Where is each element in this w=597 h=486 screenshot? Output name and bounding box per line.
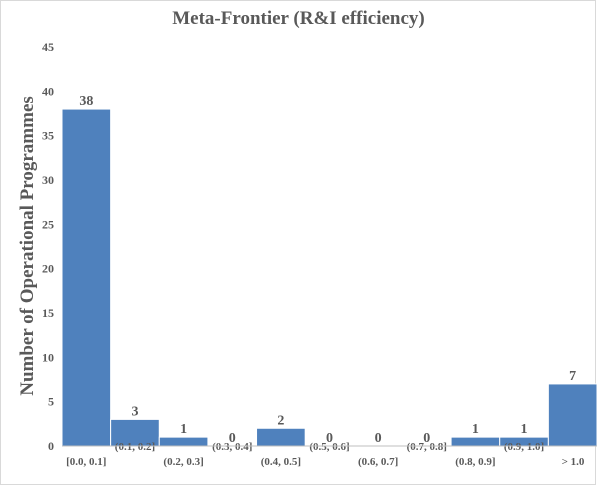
- data-label-0: 38: [79, 94, 93, 109]
- x-tick-label-1: (0.1, 0.2]: [115, 441, 155, 453]
- x-tick-label-5: (0.5, 0.6]: [309, 441, 349, 453]
- data-label-9: 1: [521, 422, 528, 437]
- y-tick-label-1: 5: [48, 395, 54, 409]
- data-label-10: 7: [569, 369, 576, 384]
- x-tick-label-3: (0.3, 0.4]: [212, 441, 252, 453]
- x-tick-label-4: (0.4, 0.5]: [261, 456, 301, 468]
- x-axis-ticks: [0.0, 0.1] (0.1, 0.2] (0.2, 0.3] (0.3, 0.4]…: [66, 441, 585, 468]
- x-tick-label-2: (0.2, 0.3]: [163, 456, 203, 468]
- data-label-6: 0: [375, 431, 382, 446]
- bar-10: [547, 383, 597, 447]
- x-tick-label-10: > 1.0: [562, 456, 585, 468]
- bar-4: [256, 427, 306, 447]
- x-tick-label-6: (0.6, 0.7]: [358, 456, 398, 468]
- bar-1: [110, 418, 160, 447]
- bar-0: [61, 108, 112, 447]
- chart-title: Meta-Frontier (R&I efficiency): [172, 8, 425, 29]
- data-label-7: 0: [423, 431, 430, 446]
- data-label-3: 0: [229, 431, 236, 446]
- data-label-1: 3: [131, 404, 138, 419]
- data-label-5: 0: [326, 431, 333, 446]
- y-tick-label-0: 0: [48, 439, 54, 453]
- y-tick-label-3: 15: [42, 306, 54, 320]
- data-labels: 38 3 1 0 2 0 0 0 1 1 7: [79, 94, 576, 446]
- y-tick-label-2: 10: [42, 350, 54, 364]
- bar-2: [158, 436, 209, 447]
- data-label-8: 1: [472, 422, 479, 437]
- y-tick-label-7: 35: [42, 129, 54, 143]
- bar-8: [450, 436, 501, 447]
- x-tick-label-8: (0.8, 0.9]: [455, 456, 495, 468]
- data-label-4: 2: [277, 413, 284, 428]
- y-axis-ticks: 0 5 10 15 20 25 30 35 40 45: [42, 40, 54, 453]
- bars: [61, 108, 597, 447]
- x-tick-label-9: (0.9, 1.0]: [504, 441, 544, 453]
- y-tick-label-5: 25: [42, 217, 54, 231]
- y-tick-label-8: 40: [42, 84, 54, 98]
- y-tick-label-6: 30: [42, 173, 54, 187]
- data-label-2: 1: [180, 422, 187, 437]
- y-tick-label-4: 20: [42, 262, 54, 276]
- x-tick-label-7: (0.7, 0.8]: [407, 441, 447, 453]
- y-tick-label-9: 45: [42, 40, 54, 54]
- x-tick-label-0: [0.0, 0.1]: [66, 456, 106, 468]
